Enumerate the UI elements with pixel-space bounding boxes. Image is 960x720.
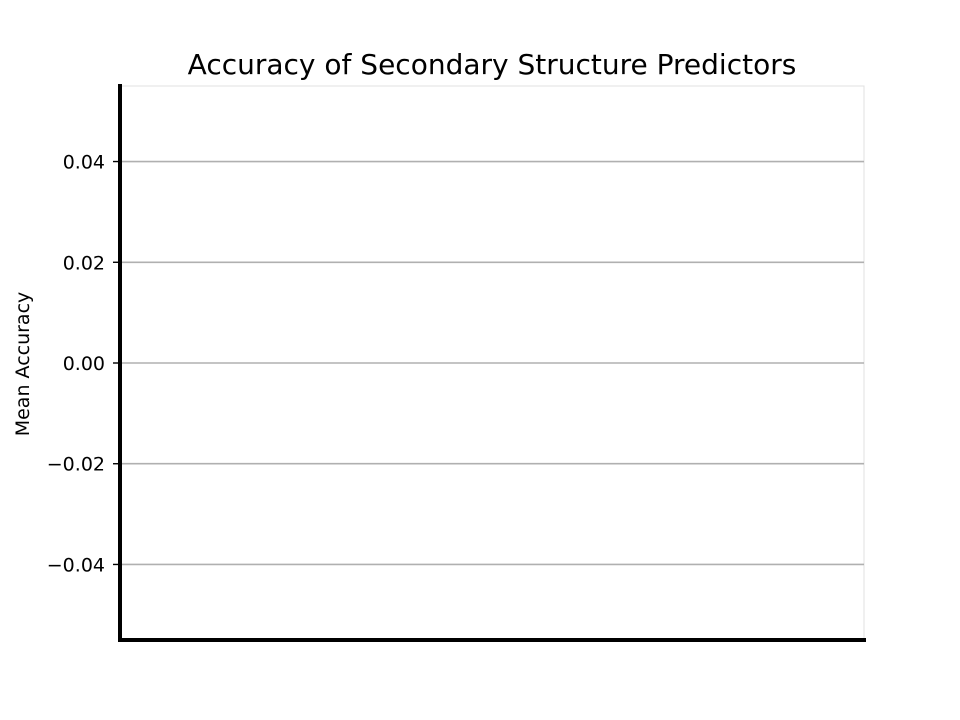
- grid-lines: [120, 160, 864, 566]
- y-tick-label: 0.04: [63, 152, 105, 174]
- y-tick-label: 0.00: [63, 353, 105, 375]
- y-axis-label: Mean Accuracy: [12, 292, 34, 437]
- chart-title: Accuracy of Secondary Structure Predicto…: [188, 48, 797, 81]
- y-tick-label: 0.02: [63, 252, 105, 274]
- y-tick-label: −0.02: [47, 454, 105, 476]
- y-tick-label: −0.04: [47, 554, 105, 576]
